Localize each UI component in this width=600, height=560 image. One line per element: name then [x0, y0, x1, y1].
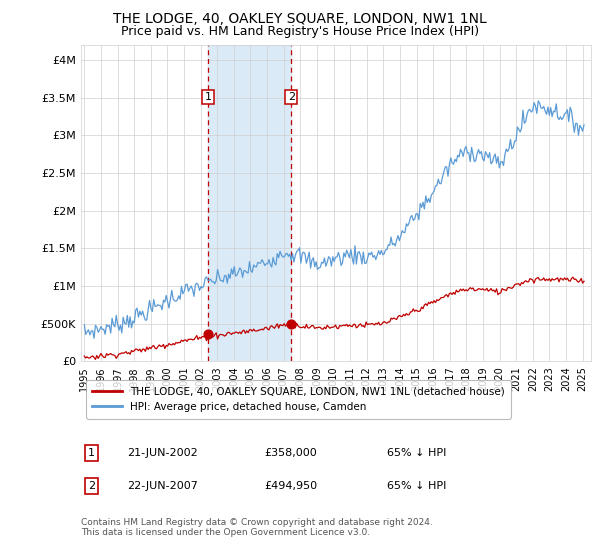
Text: £358,000: £358,000 — [265, 448, 317, 458]
Legend: THE LODGE, 40, OAKLEY SQUARE, LONDON, NW1 1NL (detached house), HPI: Average pri: THE LODGE, 40, OAKLEY SQUARE, LONDON, NW… — [86, 380, 511, 418]
Text: 1: 1 — [205, 92, 212, 102]
Text: 2: 2 — [88, 481, 95, 491]
Text: 1: 1 — [88, 448, 95, 458]
Point — [203, 330, 213, 339]
Text: £494,950: £494,950 — [265, 481, 318, 491]
Text: 2: 2 — [288, 92, 295, 102]
Text: 65% ↓ HPI: 65% ↓ HPI — [387, 448, 446, 458]
Text: THE LODGE, 40, OAKLEY SQUARE, LONDON, NW1 1NL: THE LODGE, 40, OAKLEY SQUARE, LONDON, NW… — [113, 12, 487, 26]
Text: 22-JUN-2007: 22-JUN-2007 — [127, 481, 198, 491]
Text: Price paid vs. HM Land Registry's House Price Index (HPI): Price paid vs. HM Land Registry's House … — [121, 25, 479, 38]
Bar — [208, 45, 292, 361]
Text: 21-JUN-2002: 21-JUN-2002 — [127, 448, 197, 458]
Point — [287, 319, 296, 328]
Text: 65% ↓ HPI: 65% ↓ HPI — [387, 481, 446, 491]
Text: Contains HM Land Registry data © Crown copyright and database right 2024.
This d: Contains HM Land Registry data © Crown c… — [81, 518, 433, 538]
